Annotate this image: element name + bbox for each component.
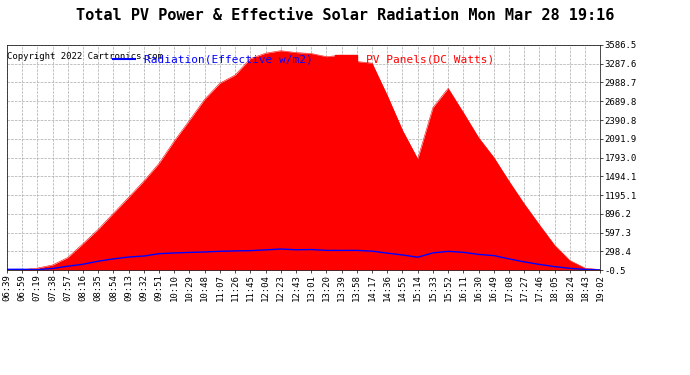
Text: Copyright 2022 Cartronics.com: Copyright 2022 Cartronics.com	[8, 52, 164, 61]
Legend: Radiation(Effective w/m2), PV Panels(DC Watts): Radiation(Effective w/m2), PV Panels(DC …	[108, 51, 499, 69]
Text: Total PV Power & Effective Solar Radiation Mon Mar 28 19:16: Total PV Power & Effective Solar Radiati…	[76, 8, 614, 22]
